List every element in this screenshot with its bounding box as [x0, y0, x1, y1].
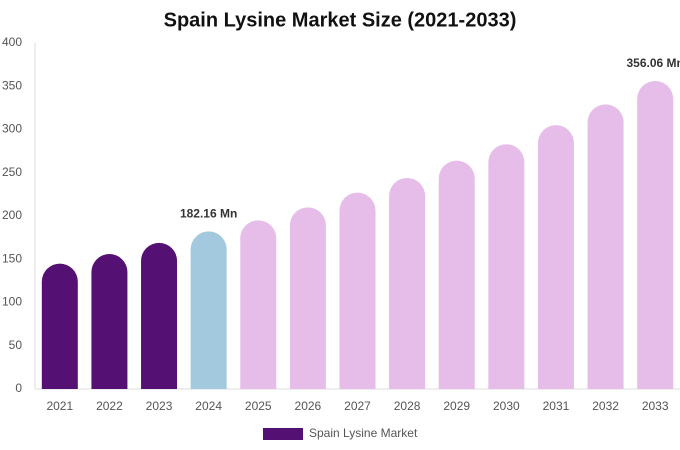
y-tick-label: 50	[9, 338, 23, 352]
x-tick-label: 2033	[642, 399, 669, 413]
bar	[389, 177, 426, 389]
bar	[537, 125, 574, 390]
bar	[637, 81, 674, 389]
bar	[141, 242, 178, 389]
data-label: 182.16 Mn	[180, 207, 237, 221]
x-tick-label: 2021	[46, 399, 73, 413]
x-tick-label: 2023	[146, 399, 173, 413]
x-tick-label: 2032	[592, 399, 619, 413]
legend-swatch	[263, 428, 303, 440]
x-tick-label: 2026	[295, 399, 322, 413]
legend-label: Spain Lysine Market	[309, 426, 418, 440]
bar	[438, 160, 475, 389]
chart-title: Spain Lysine Market Size (2021-2033)	[164, 9, 517, 31]
x-tick-label: 2022	[96, 399, 123, 413]
x-tick-label: 2030	[493, 399, 520, 413]
bar	[41, 263, 78, 389]
y-tick-label: 300	[2, 122, 22, 136]
y-tick-label: 0	[15, 381, 22, 395]
bar	[91, 254, 128, 389]
x-tick-label: 2028	[394, 399, 421, 413]
x-tick-label: 2024	[195, 399, 222, 413]
bar	[587, 104, 624, 389]
bar	[190, 231, 227, 389]
x-tick-label: 2027	[344, 399, 371, 413]
data-label: 356.06 Mn	[627, 56, 680, 70]
y-tick-label: 350	[2, 78, 22, 92]
x-tick-label: 2025	[245, 399, 272, 413]
y-tick-label: 400	[2, 35, 22, 49]
bar	[289, 207, 326, 389]
y-tick-label: 150	[2, 251, 22, 265]
bar	[240, 220, 277, 389]
bar	[339, 192, 376, 389]
y-tick-label: 250	[2, 165, 22, 179]
y-tick-label: 200	[2, 208, 22, 222]
y-tick-label: 100	[2, 295, 22, 309]
bar	[488, 144, 525, 389]
x-tick-label: 2031	[543, 399, 570, 413]
x-tick-label: 2029	[443, 399, 470, 413]
